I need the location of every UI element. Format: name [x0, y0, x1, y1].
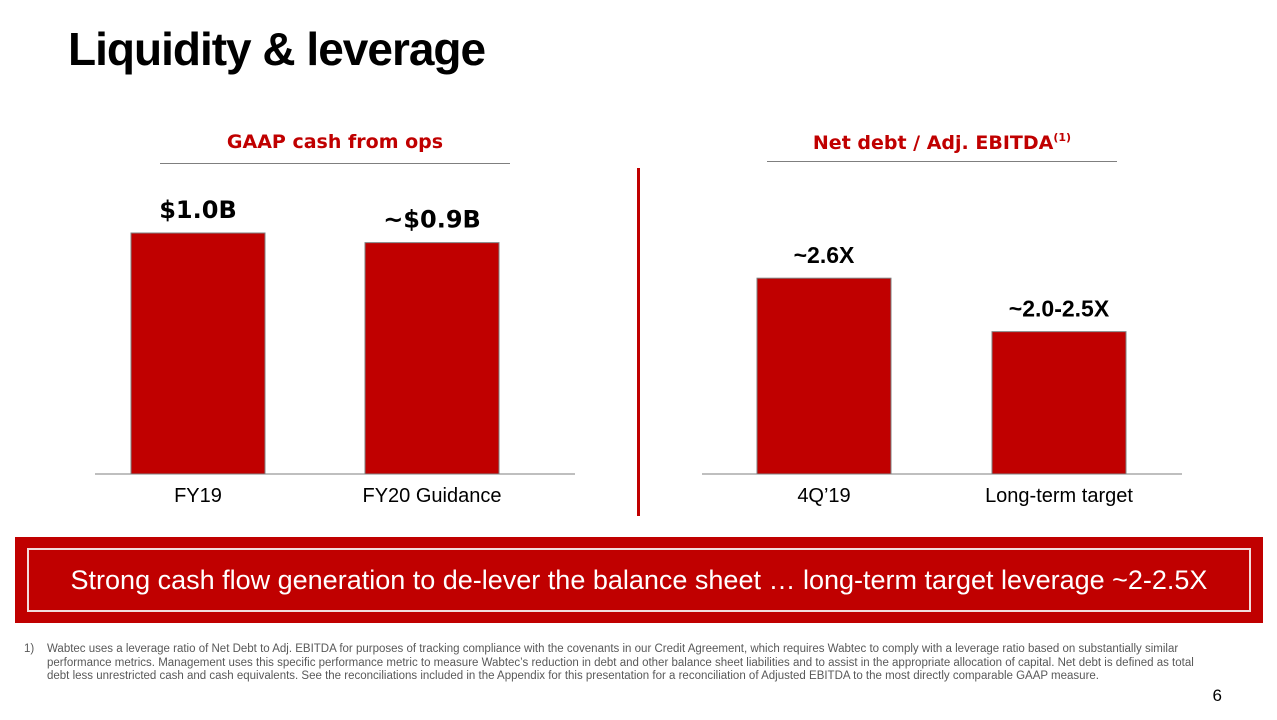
category-label-2: Long-term target — [985, 485, 1133, 507]
data-label-2: ~2.0-2.5X — [1009, 296, 1110, 322]
footnote: 1) Wabtec uses a leverage ratio of Net D… — [24, 643, 1194, 684]
category-label-1: FY19 — [174, 485, 222, 507]
chart-title-net-debt: Net debt / Adj. EBITDA(1) — [767, 131, 1117, 154]
data-label-1: $1.0B — [159, 196, 237, 224]
bar-2 — [991, 331, 1127, 475]
bar-1 — [756, 277, 892, 475]
footnote-marker: (1) — [1053, 131, 1072, 144]
title-underline — [160, 163, 510, 164]
panel-divider — [637, 168, 640, 516]
banner-text: Strong cash flow generation to de-lever … — [70, 564, 1208, 595]
page-title: Liquidity & leverage — [68, 23, 486, 75]
net-debt-ebitda-chart: ~2.6X 4Q’19 ~2.0-2.5X Long-term target — [702, 242, 1182, 507]
bar-1 — [130, 232, 266, 475]
category-label-1: 4Q’19 — [797, 485, 850, 507]
cash-from-ops-chart: $1.0B FY19 ~$0.9B FY20 Guidance — [95, 196, 575, 507]
data-label-2: ~$0.9B — [383, 206, 481, 234]
footnote-text: Wabtec uses a leverage ratio of Net Debt… — [47, 643, 1194, 682]
data-label-1: ~2.6X — [794, 242, 855, 268]
chart-title-text: GAAP cash from ops — [226, 131, 444, 153]
chart-title-cash-from-ops: GAAP cash from ops — [160, 131, 510, 153]
bar-2 — [364, 242, 500, 475]
key-message-banner: Strong cash flow generation to de-lever … — [15, 537, 1263, 623]
category-label-2: FY20 Guidance — [363, 485, 502, 507]
title-underline — [767, 161, 1117, 162]
page-number: 6 — [1212, 686, 1222, 705]
banner-frame: Strong cash flow generation to de-lever … — [27, 548, 1251, 612]
footnote-number: 1) — [24, 643, 35, 655]
chart-title-text: Net debt / Adj. EBITDA — [812, 132, 1054, 154]
